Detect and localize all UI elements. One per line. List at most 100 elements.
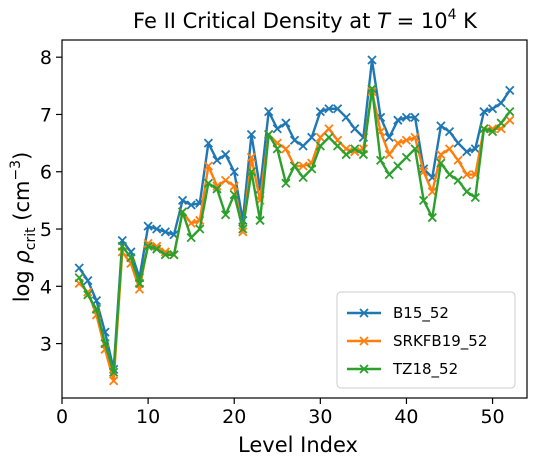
data-point [350, 144, 360, 154]
data-point [315, 132, 325, 143]
data-point [436, 158, 446, 168]
y-label-units-open: (cm [10, 181, 34, 228]
data-point [324, 124, 334, 134]
data-point [109, 376, 119, 386]
data-point [315, 141, 325, 151]
legend-marker [359, 308, 369, 318]
data-point [83, 275, 93, 286]
x-tick-label: 30 [308, 406, 332, 428]
x-tick-label: 20 [222, 406, 246, 428]
data-point [324, 132, 334, 143]
data-point [203, 178, 214, 188]
data-point [246, 129, 257, 140]
data-point [238, 224, 248, 234]
data-point [289, 161, 300, 171]
data-point [203, 138, 214, 148]
data-point [401, 135, 412, 145]
y-tick-label: 7 [40, 104, 52, 126]
data-point [229, 167, 239, 177]
data-point [384, 132, 394, 143]
y-label-units-close: ) [10, 152, 34, 160]
data-point [264, 106, 274, 117]
data-point [470, 144, 480, 154]
data-point [100, 338, 110, 349]
legend-label: TZ18_52 [392, 360, 458, 379]
legend-marker [359, 336, 369, 346]
y-tick-label: 3 [40, 334, 52, 356]
data-point [281, 144, 291, 154]
plot-area [74, 55, 515, 386]
data-point [401, 112, 412, 122]
data-point [255, 215, 265, 226]
data-point [160, 227, 170, 237]
data-point [393, 138, 403, 148]
data-point [444, 144, 455, 154]
plot-frame [61, 39, 528, 399]
data-point [350, 147, 360, 157]
data-point [436, 121, 446, 131]
data-point [358, 149, 369, 160]
data-point [496, 118, 506, 128]
data-point [298, 172, 308, 183]
data-point [152, 244, 162, 254]
data-point [289, 135, 300, 145]
data-point [453, 175, 463, 185]
data-point [505, 106, 515, 117]
data-point [109, 367, 119, 377]
series-TZ18_52 [74, 84, 515, 377]
data-point [350, 124, 360, 134]
data-point [315, 106, 325, 117]
legend-box [336, 291, 516, 389]
y-tick-label: 4 [40, 276, 52, 298]
data-point [220, 149, 231, 160]
y-label-rho: ρ [10, 250, 34, 264]
legend-label: SRKFB19_52 [393, 332, 487, 351]
y-tick-label: 5 [40, 219, 52, 241]
data-point [419, 167, 429, 177]
x-axis-label: Level Index [238, 433, 358, 457]
data-point [212, 155, 222, 165]
x-tick-label: 50 [480, 406, 504, 428]
data-point [427, 212, 437, 223]
data-point [74, 263, 84, 273]
data-point [229, 190, 239, 200]
legend-entry: TZ18_52 [347, 360, 458, 379]
data-point [246, 152, 257, 163]
data-point [117, 241, 127, 251]
chart-title: Fe II Critical Density at T = 104 K [133, 7, 478, 33]
data-point [74, 273, 84, 283]
series-B15_52 [74, 55, 515, 374]
data-point [462, 187, 472, 197]
data-point [393, 161, 403, 171]
data-point [238, 227, 248, 237]
legend-entry: SRKFB19_52 [347, 332, 487, 351]
axis-ticks: 0 10 20 30 40 50 3 4 5 6 7 8 [40, 39, 528, 428]
data-point [462, 169, 472, 180]
data-point [419, 195, 429, 206]
y-label-log: log [10, 264, 34, 303]
data-point [246, 167, 257, 177]
data-point [195, 224, 205, 234]
data-point [367, 84, 377, 94]
legend-marker [359, 364, 369, 374]
data-point [444, 169, 455, 180]
data-point [367, 55, 377, 65]
y-label-units-exponent: −3 [8, 160, 24, 181]
title-main: Fe II Critical Density at [133, 9, 377, 33]
y-tick-label: 6 [40, 162, 52, 184]
data-point [307, 164, 317, 174]
data-point [143, 241, 153, 251]
y-axis-label: log ρcrit (cm−3) [8, 152, 39, 303]
data-point [341, 149, 351, 160]
data-point [212, 181, 222, 191]
data-point [91, 304, 102, 314]
data-point [505, 115, 515, 125]
y-label-subscript: crit [23, 227, 39, 250]
data-point [203, 161, 214, 171]
data-point [229, 181, 239, 191]
x-tick-label: 0 [56, 406, 68, 428]
data-point [324, 104, 334, 114]
data-point [264, 129, 274, 140]
data-point [126, 253, 136, 263]
